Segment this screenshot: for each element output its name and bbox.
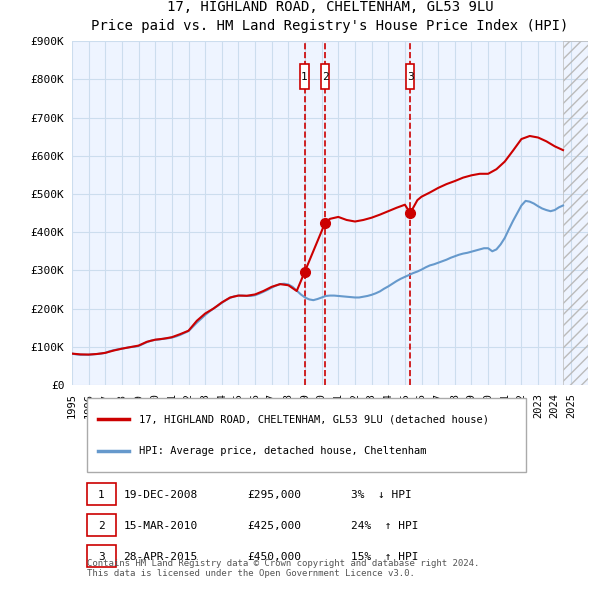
Text: 28-APR-2015: 28-APR-2015 [124,552,198,562]
Text: 19-DEC-2008: 19-DEC-2008 [124,490,198,500]
FancyBboxPatch shape [321,64,329,90]
Text: £425,000: £425,000 [247,521,301,531]
Text: 3: 3 [98,552,105,562]
Text: 2: 2 [98,521,105,531]
Text: 17, HIGHLAND ROAD, CHELTENHAM, GL53 9LU (detached house): 17, HIGHLAND ROAD, CHELTENHAM, GL53 9LU … [139,414,489,424]
Text: Contains HM Land Registry data © Crown copyright and database right 2024.
This d: Contains HM Land Registry data © Crown c… [88,559,480,578]
FancyBboxPatch shape [406,64,415,90]
Text: 24%  ↑ HPI: 24% ↑ HPI [350,521,418,531]
Text: HPI: Average price, detached house, Cheltenham: HPI: Average price, detached house, Chel… [139,446,427,456]
Text: 15%  ↑ HPI: 15% ↑ HPI [350,552,418,562]
FancyBboxPatch shape [88,398,526,472]
Text: 1: 1 [301,72,308,81]
FancyBboxPatch shape [301,64,308,90]
FancyBboxPatch shape [88,545,116,566]
Text: 2: 2 [322,72,329,81]
Text: £450,000: £450,000 [247,552,301,562]
FancyBboxPatch shape [88,514,116,536]
Text: 3: 3 [407,72,413,81]
FancyBboxPatch shape [88,483,116,505]
Title: 17, HIGHLAND ROAD, CHELTENHAM, GL53 9LU
Price paid vs. HM Land Registry's House : 17, HIGHLAND ROAD, CHELTENHAM, GL53 9LU … [91,0,569,33]
Text: 3%  ↓ HPI: 3% ↓ HPI [350,490,412,500]
Text: 1: 1 [98,490,105,500]
Text: £295,000: £295,000 [247,490,301,500]
Text: 15-MAR-2010: 15-MAR-2010 [124,521,198,531]
Bar [563,41,588,385]
